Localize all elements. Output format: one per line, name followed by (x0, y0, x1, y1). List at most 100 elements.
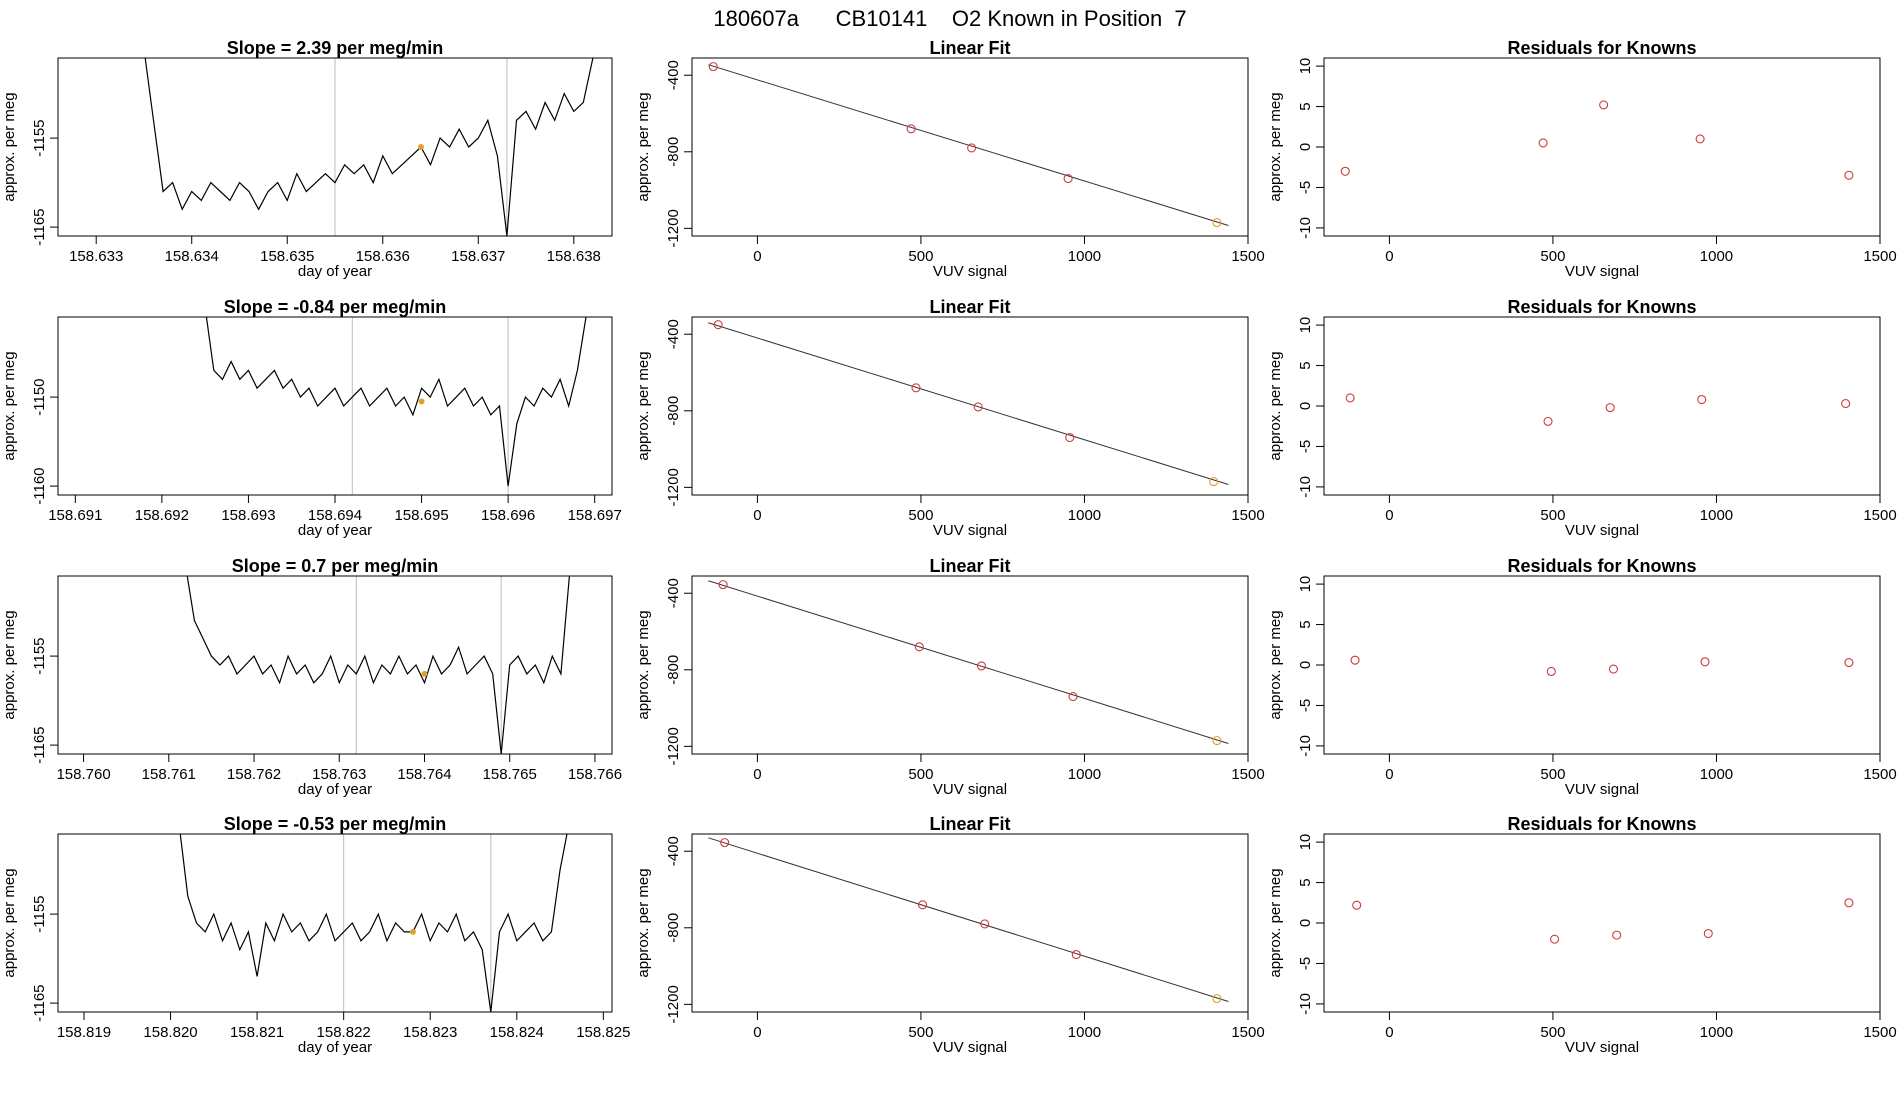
x-axis-label: day of year (298, 1039, 372, 1056)
y-axis-label: approx. per meg (1267, 351, 1284, 460)
data-point (967, 143, 977, 153)
x-tick-label: 158.821 (230, 1024, 284, 1041)
plot-frame (57, 57, 613, 237)
y-axis-label: approx. per meg (1267, 868, 1284, 977)
y-axis-label: approx. per meg (1, 610, 18, 719)
data-point (1703, 928, 1713, 939)
plot-frame (691, 57, 1249, 237)
x-tick-label: 158.825 (576, 1024, 630, 1041)
y-tick-label: -400 (665, 836, 682, 866)
x-axis-label: VUV signal (1565, 522, 1639, 539)
x-tick-label: 1500 (1231, 1024, 1264, 1041)
x-tick-label: 158.763 (312, 766, 366, 783)
x-tick-label: 1500 (1231, 766, 1264, 783)
data-point (1844, 170, 1854, 180)
data-point (906, 124, 916, 134)
y-tick-label: -800 (665, 137, 682, 167)
highlight-point (421, 670, 428, 677)
y-tick-label: -1155 (31, 895, 48, 932)
highlight-point (409, 928, 416, 935)
y-tick-label: 5 (1297, 361, 1314, 369)
data-point (1841, 399, 1851, 409)
data-point (1700, 657, 1710, 667)
plot-frame (1323, 57, 1881, 237)
panel-title: Residuals for Knowns (1507, 297, 1696, 317)
y-tick-label: -400 (665, 578, 682, 608)
panel-1-2: Linear Fit 0 500 1000 1500 VUV signal -400 -800… (635, 38, 1265, 280)
y-tick-label: 10 (1297, 58, 1314, 75)
y-tick-label: -1200 (665, 468, 682, 506)
y-tick-label: -400 (665, 319, 682, 349)
data-point (720, 838, 730, 848)
data-point (1844, 898, 1854, 908)
data-point (1695, 134, 1705, 144)
y-tick-label: -1155 (31, 637, 48, 674)
x-tick-label: 158.633 (69, 248, 123, 265)
x-tick-label: 158.693 (221, 507, 275, 524)
y-tick-label: 0 (1297, 402, 1314, 410)
x-tick-label: 158.761 (142, 766, 196, 783)
x-tick-label: 1000 (1700, 766, 1733, 783)
highlight-point (1209, 477, 1219, 487)
x-tick-label: 500 (908, 1024, 933, 1041)
panel-title: Residuals for Knowns (1507, 556, 1696, 576)
highlight-point (1212, 736, 1222, 746)
x-tick-label: 158.760 (56, 766, 110, 783)
x-tick-label: 500 (1540, 1024, 1565, 1041)
y-tick-label: -1165 (31, 208, 48, 245)
panel-title: Linear Fit (929, 297, 1010, 317)
series-line (179, 834, 568, 1012)
plot-area (1352, 898, 1854, 944)
highlight-point (1212, 994, 1222, 1004)
x-tick-label: 0 (1385, 507, 1393, 524)
x-tick-label: 500 (908, 248, 933, 265)
x-axis-label: VUV signal (933, 1039, 1007, 1056)
y-tick-label: -10 (1297, 993, 1314, 1015)
y-tick-label: -1165 (31, 984, 48, 1021)
x-tick-label: 1000 (1700, 1024, 1733, 1041)
data-point (980, 919, 990, 929)
x-axis-label: VUV signal (1565, 1039, 1639, 1056)
data-point (718, 580, 728, 590)
data-point (1071, 950, 1081, 960)
plot-frame (1323, 316, 1881, 496)
y-tick-label: -1155 (31, 119, 48, 156)
y-tick-label: -10 (1297, 217, 1314, 239)
panel-title: Slope = -0.53 per meg/min (224, 814, 447, 834)
x-tick-label: 158.820 (143, 1024, 197, 1041)
x-axis-label: day of year (298, 263, 372, 280)
x-tick-label: 158.697 (568, 507, 622, 524)
plot-area (1350, 655, 1854, 677)
data-point (914, 642, 924, 652)
plot-area (1345, 393, 1851, 426)
x-tick-label: 158.638 (547, 248, 601, 265)
highlight-point (1212, 218, 1222, 228)
plot-frame (57, 575, 613, 755)
x-tick-label: 158.762 (227, 766, 281, 783)
plot-frame (57, 833, 613, 1013)
y-tick-label: -1200 (665, 209, 682, 247)
x-axis-label: VUV signal (1565, 263, 1639, 280)
fit-line (708, 322, 1229, 485)
panel-title: Residuals for Knowns (1507, 814, 1696, 834)
y-axis-label: approx. per meg (635, 351, 652, 460)
panel-1-3: Residuals for Knowns 0 500 1000 1500 VUV sign… (1267, 38, 1897, 280)
data-point (1068, 692, 1078, 702)
x-tick-label: 1500 (1863, 766, 1896, 783)
x-axis-label: VUV signal (933, 263, 1007, 280)
x-tick-label: 0 (753, 766, 761, 783)
data-point (1345, 393, 1355, 403)
y-tick-label: -800 (665, 396, 682, 426)
data-point (713, 320, 723, 330)
data-point (911, 383, 921, 393)
x-tick-label: 158.765 (483, 766, 537, 783)
plot-area (144, 58, 594, 236)
highlight-point (418, 398, 425, 405)
data-point (973, 402, 983, 412)
panel-1-1: Slope = 2.39 per meg/min 158.633 158.634 15… (1, 38, 613, 280)
x-tick-label: 500 (1540, 248, 1565, 265)
data-point (1599, 100, 1609, 110)
y-tick-label: 10 (1297, 317, 1314, 334)
